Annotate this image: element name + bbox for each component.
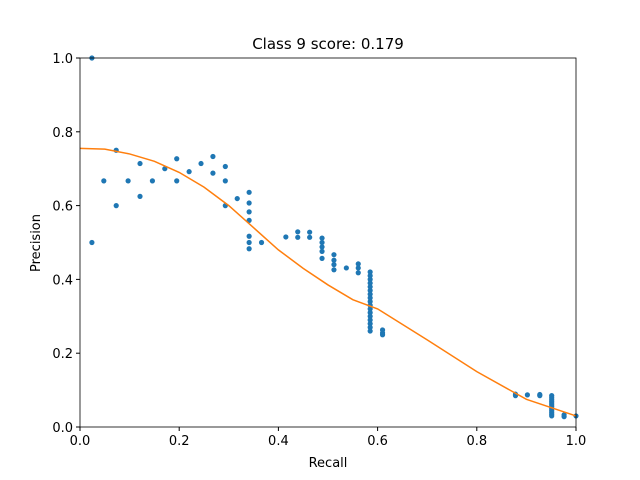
point xyxy=(367,321,373,327)
point xyxy=(137,160,143,167)
point xyxy=(549,413,555,419)
y-tick-label: 1.0 xyxy=(52,52,73,67)
y-axis-label: Precision xyxy=(29,214,44,272)
point xyxy=(319,239,325,246)
point xyxy=(222,163,228,170)
point xyxy=(319,244,325,250)
x-tick-label: 0.8 xyxy=(466,434,487,449)
point xyxy=(246,209,252,215)
point xyxy=(367,328,373,334)
point xyxy=(367,310,373,316)
x-tick-label: 0.6 xyxy=(367,434,388,449)
point xyxy=(246,200,252,206)
point xyxy=(367,276,373,282)
point xyxy=(246,189,252,195)
point xyxy=(319,248,325,254)
point xyxy=(149,178,156,184)
point xyxy=(162,166,168,172)
point xyxy=(210,170,216,176)
point xyxy=(355,270,361,276)
point xyxy=(524,392,530,398)
point xyxy=(234,195,240,202)
y-tick-label: 0.6 xyxy=(52,200,73,215)
point xyxy=(367,284,373,290)
point xyxy=(367,291,373,297)
point xyxy=(367,313,373,319)
x-tick-label: 0.2 xyxy=(169,434,190,449)
point xyxy=(186,169,192,175)
point xyxy=(537,393,543,399)
point xyxy=(319,255,325,261)
point xyxy=(367,280,373,286)
x-tick-label: 1.0 xyxy=(566,434,587,449)
point xyxy=(367,298,373,305)
point xyxy=(367,306,373,312)
point xyxy=(307,234,313,240)
point xyxy=(343,265,349,271)
point xyxy=(355,265,361,271)
point xyxy=(367,269,373,275)
point xyxy=(331,267,337,273)
point xyxy=(367,324,373,330)
point xyxy=(355,261,361,267)
point xyxy=(367,295,373,301)
plot-frame xyxy=(79,57,577,428)
x-tick-label: 0.4 xyxy=(268,434,289,449)
point xyxy=(137,193,143,199)
point xyxy=(295,234,301,240)
point xyxy=(319,235,325,241)
point xyxy=(307,229,313,235)
point xyxy=(125,178,131,184)
point xyxy=(101,178,107,184)
point xyxy=(210,153,216,160)
point xyxy=(331,252,337,258)
point xyxy=(367,317,373,323)
point xyxy=(246,246,252,252)
point xyxy=(258,239,265,246)
point xyxy=(174,178,180,184)
fit-line xyxy=(79,147,577,417)
point xyxy=(367,273,373,279)
y-tick-label: 0.4 xyxy=(52,273,73,288)
point xyxy=(246,233,252,239)
y-tick-label: 0.0 xyxy=(52,421,73,436)
point xyxy=(222,178,228,184)
point xyxy=(113,203,119,209)
point xyxy=(246,239,252,246)
point xyxy=(89,239,95,246)
point xyxy=(379,332,386,338)
x-tick-label: 0.0 xyxy=(70,434,91,449)
point xyxy=(174,156,180,162)
chart-title: Class 9 score: 0.179 xyxy=(252,35,404,53)
point xyxy=(283,234,289,240)
x-axis-label: Recall xyxy=(309,456,348,471)
point xyxy=(367,287,373,294)
point xyxy=(331,262,337,268)
y-tick-label: 0.8 xyxy=(52,126,73,141)
y-tick-label: 0.2 xyxy=(52,347,73,362)
point xyxy=(561,414,567,420)
point xyxy=(295,229,301,235)
point xyxy=(198,160,204,167)
point xyxy=(331,257,337,263)
